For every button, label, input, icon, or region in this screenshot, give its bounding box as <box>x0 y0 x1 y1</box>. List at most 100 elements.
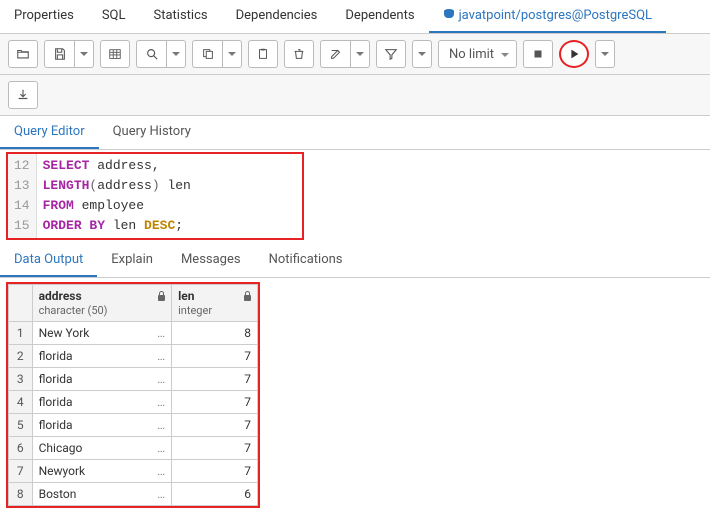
line-number: 12 <box>14 156 30 176</box>
cell-address[interactable]: Boston… <box>32 483 172 506</box>
edit-button-group <box>320 40 370 68</box>
stop-button[interactable] <box>523 40 553 68</box>
filter-dropdown[interactable] <box>412 40 432 68</box>
tab-dependencies[interactable]: Dependencies <box>222 0 332 33</box>
column-header-len[interactable]: leninteger <box>172 285 258 322</box>
cell-len[interactable]: 6 <box>172 483 258 506</box>
cell-len[interactable]: 8 <box>172 322 258 345</box>
grid-button[interactable] <box>100 40 130 68</box>
row-number[interactable]: 6 <box>9 437 33 460</box>
search-dropdown[interactable] <box>166 40 186 68</box>
line-number: 14 <box>14 196 30 216</box>
cell-address[interactable]: Newyork… <box>32 460 172 483</box>
search-button-group <box>136 40 186 68</box>
row-number[interactable]: 1 <box>9 322 33 345</box>
save-button-group <box>44 40 94 68</box>
table-row[interactable]: 5florida…7 <box>9 414 258 437</box>
table-row[interactable]: 8Boston…6 <box>9 483 258 506</box>
filter-icon <box>384 47 398 61</box>
cell-address[interactable]: florida… <box>32 414 172 437</box>
tab-messages[interactable]: Messages <box>167 244 255 277</box>
edit-dropdown[interactable] <box>350 40 370 68</box>
execute-dropdown[interactable] <box>595 40 615 68</box>
download-icon <box>16 88 30 102</box>
cell-len[interactable]: 7 <box>172 368 258 391</box>
row-number[interactable]: 2 <box>9 345 33 368</box>
edit-button[interactable] <box>320 40 350 68</box>
output-tabs: Data Output Explain Messages Notificatio… <box>0 244 710 278</box>
cell-address[interactable]: florida… <box>32 391 172 414</box>
pencil-icon <box>329 47 343 61</box>
table-row[interactable]: 1New York…8 <box>9 322 258 345</box>
editor-tabs: Query Editor Query History <box>0 116 710 150</box>
row-number[interactable]: 4 <box>9 391 33 414</box>
code-area[interactable]: SELECT address, LENGTH(address) len FROM… <box>37 154 197 238</box>
sql-editor[interactable]: 12 13 14 15 SELECT address, LENGTH(addre… <box>6 152 304 240</box>
table-row[interactable]: 3florida…7 <box>9 368 258 391</box>
delete-button[interactable] <box>284 40 314 68</box>
paste-icon <box>256 47 270 61</box>
table-row[interactable]: 7Newyork…7 <box>9 460 258 483</box>
cell-len[interactable]: 7 <box>172 437 258 460</box>
trash-icon <box>292 47 306 61</box>
tab-properties[interactable]: Properties <box>0 0 88 33</box>
caret-down-icon <box>356 52 364 60</box>
grid-body: 1New York…82florida…73florida…74florida…… <box>9 322 258 506</box>
lock-icon <box>243 291 253 301</box>
tab-explain[interactable]: Explain <box>97 244 167 277</box>
table-row[interactable]: 2florida…7 <box>9 345 258 368</box>
save-button[interactable] <box>44 40 74 68</box>
limit-select[interactable]: No limit <box>438 40 517 68</box>
cell-len[interactable]: 7 <box>172 391 258 414</box>
caret-down-icon <box>418 52 426 60</box>
row-number[interactable]: 8 <box>9 483 33 506</box>
tab-query-history[interactable]: Query History <box>99 116 205 149</box>
row-number[interactable]: 3 <box>9 368 33 391</box>
caret-down-icon <box>172 52 180 60</box>
caret-down-icon <box>601 52 609 60</box>
limit-label: No limit <box>449 47 494 62</box>
search-button[interactable] <box>136 40 166 68</box>
table-row[interactable]: 4florida…7 <box>9 391 258 414</box>
code-line: LENGTH(address) len <box>43 176 191 196</box>
tab-statistics[interactable]: Statistics <box>140 0 222 33</box>
cell-len[interactable]: 7 <box>172 460 258 483</box>
row-number[interactable]: 5 <box>9 414 33 437</box>
cell-address[interactable]: New York… <box>32 322 172 345</box>
cell-address[interactable]: Chicago… <box>32 437 172 460</box>
cell-address[interactable]: florida… <box>32 345 172 368</box>
copy-button[interactable] <box>192 40 222 68</box>
tab-notifications[interactable]: Notifications <box>255 244 357 277</box>
execute-button[interactable] <box>559 40 589 68</box>
tab-sql[interactable]: SQL <box>88 0 140 33</box>
lock-icon <box>157 291 167 301</box>
cell-len[interactable]: 7 <box>172 345 258 368</box>
cell-address[interactable]: florida… <box>32 368 172 391</box>
tab-query-editor[interactable]: Query Editor <box>0 116 99 149</box>
stop-icon <box>531 47 545 61</box>
code-line: FROM employee <box>43 196 191 216</box>
database-icon <box>443 8 455 20</box>
grid-icon <box>108 47 122 61</box>
code-line: ORDER BY len DESC; <box>43 216 191 236</box>
paste-button[interactable] <box>248 40 278 68</box>
tab-dependents[interactable]: Dependents <box>331 0 428 33</box>
open-file-button[interactable] <box>8 40 38 68</box>
tab-data-output[interactable]: Data Output <box>0 244 97 277</box>
caret-down-icon <box>80 52 88 60</box>
line-number: 15 <box>14 216 30 236</box>
save-dropdown[interactable] <box>74 40 94 68</box>
filter-button[interactable] <box>376 40 406 68</box>
search-icon <box>145 47 159 61</box>
cell-len[interactable]: 7 <box>172 414 258 437</box>
tab-connection[interactable]: javatpoint/postgres@PostgreSQL <box>429 0 666 33</box>
table-row[interactable]: 6Chicago…7 <box>9 437 258 460</box>
save-icon <box>53 47 67 61</box>
copy-dropdown[interactable] <box>222 40 242 68</box>
line-number: 13 <box>14 176 30 196</box>
grid-corner[interactable] <box>9 285 33 322</box>
download-button[interactable] <box>8 81 38 109</box>
play-icon <box>567 47 581 61</box>
row-number[interactable]: 7 <box>9 460 33 483</box>
column-header-address[interactable]: addresscharacter (50) <box>32 285 172 322</box>
